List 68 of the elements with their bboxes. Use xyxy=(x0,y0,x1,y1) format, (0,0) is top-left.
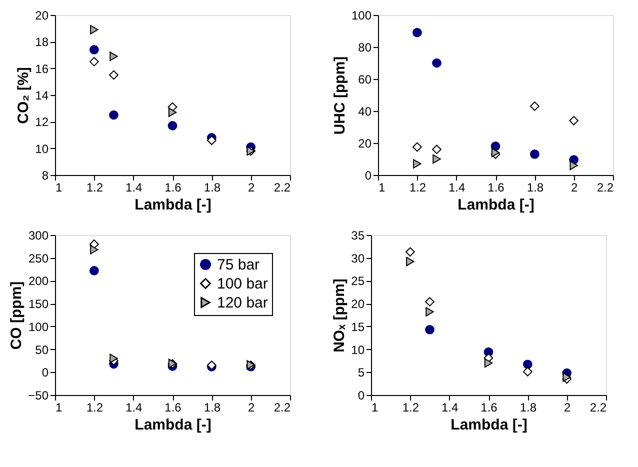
x-axis-title: Lambda [-] xyxy=(458,196,534,214)
x-tick-label: 2 xyxy=(248,400,255,414)
x-tick-label: 1.2 xyxy=(402,400,420,414)
x-tick-label: 1.2 xyxy=(86,400,104,414)
y-tick-label: 5 xyxy=(358,366,365,380)
y-tick-label: 0 xyxy=(358,388,365,402)
y-tick-label: 300 xyxy=(28,228,49,242)
y-tick-label: 60 xyxy=(358,72,372,86)
x-tick-label: 1.6 xyxy=(164,180,182,194)
y-tick-label: 12 xyxy=(35,115,49,130)
y-tick-label: 10 xyxy=(35,142,49,156)
y-tick-label: 20 xyxy=(35,8,49,22)
x-tick-label: 1.4 xyxy=(441,400,458,414)
y-tick-label: 20 xyxy=(351,297,365,312)
y-axis-title: UHC [ppm] xyxy=(331,56,348,135)
y-tick-label: 150 xyxy=(28,297,49,312)
y-tick-label: 40 xyxy=(358,104,372,118)
x-tick-label: 2.2 xyxy=(590,400,607,414)
y-tick-label: 18 xyxy=(35,35,49,50)
x-tick-label: 1.8 xyxy=(204,180,221,194)
y-axis-title: NOₓ [ppm] xyxy=(331,278,348,352)
y-tick-label: 30 xyxy=(351,251,365,266)
y-tick-label: 0 xyxy=(42,366,49,380)
y-tick-label: 100 xyxy=(351,8,372,22)
x-tick-label: 2 xyxy=(248,180,255,194)
x-tick-label: 2.2 xyxy=(596,180,614,194)
x-tick-label: 2 xyxy=(564,400,571,414)
x-tick-label: 2.2 xyxy=(274,180,291,194)
x-tick-label: 2.2 xyxy=(274,400,291,414)
y-tick-label: 14 xyxy=(35,88,49,102)
legend-label: 120 bar xyxy=(217,294,268,312)
y-tick-label: 8 xyxy=(42,168,49,182)
x-tick-label: 1 xyxy=(56,400,62,414)
y-tick-label: 25 xyxy=(351,274,365,288)
y-tick-label: −50 xyxy=(28,388,49,402)
y-tick-label: 50 xyxy=(35,342,49,357)
x-tick-label: 1.6 xyxy=(164,400,182,414)
x-tick-label: 1 xyxy=(378,180,386,194)
x-tick-label: 1.4 xyxy=(125,400,142,414)
y-axis-title: CO [ppm] xyxy=(8,281,26,350)
x-tick-label: 1.4 xyxy=(448,180,466,194)
y-tick-label: 100 xyxy=(28,320,49,334)
x-tick-label: 1 xyxy=(372,400,378,414)
y-tick-label: 35 xyxy=(351,228,365,242)
y-axis-title: CO₂ [%] xyxy=(15,67,32,124)
x-tick-label: 1.8 xyxy=(526,180,544,194)
y-tick-label: 250 xyxy=(28,251,49,266)
x-axis-title: Lambda [-] xyxy=(450,416,528,434)
x-tick-label: 1.6 xyxy=(488,180,505,194)
x-tick-label: 1.8 xyxy=(520,400,537,414)
legend-label: 75 bar xyxy=(217,256,260,274)
y-tick-label: 16 xyxy=(35,62,49,76)
y-tick-label: 200 xyxy=(28,274,49,288)
x-axis-title: Lambda [-] xyxy=(134,196,212,214)
x-tick-label: 1.6 xyxy=(480,400,498,414)
x-tick-label: 1.4 xyxy=(125,180,142,194)
legend-label: 100 bar xyxy=(217,276,268,292)
x-tick-label: 1.2 xyxy=(409,180,426,194)
x-tick-label: 1.2 xyxy=(86,180,104,194)
x-tick-label: 1 xyxy=(56,180,62,194)
x-axis-title: Lambda [-] xyxy=(134,416,212,434)
y-tick-label: 15 xyxy=(351,320,365,334)
y-tick-label: 0 xyxy=(364,168,372,182)
y-tick-label: 10 xyxy=(351,342,365,357)
x-tick-label: 1.8 xyxy=(204,400,221,414)
x-tick-label: 2 xyxy=(570,180,578,194)
y-tick-label: 80 xyxy=(358,40,372,54)
y-tick-label: 20 xyxy=(358,136,372,150)
